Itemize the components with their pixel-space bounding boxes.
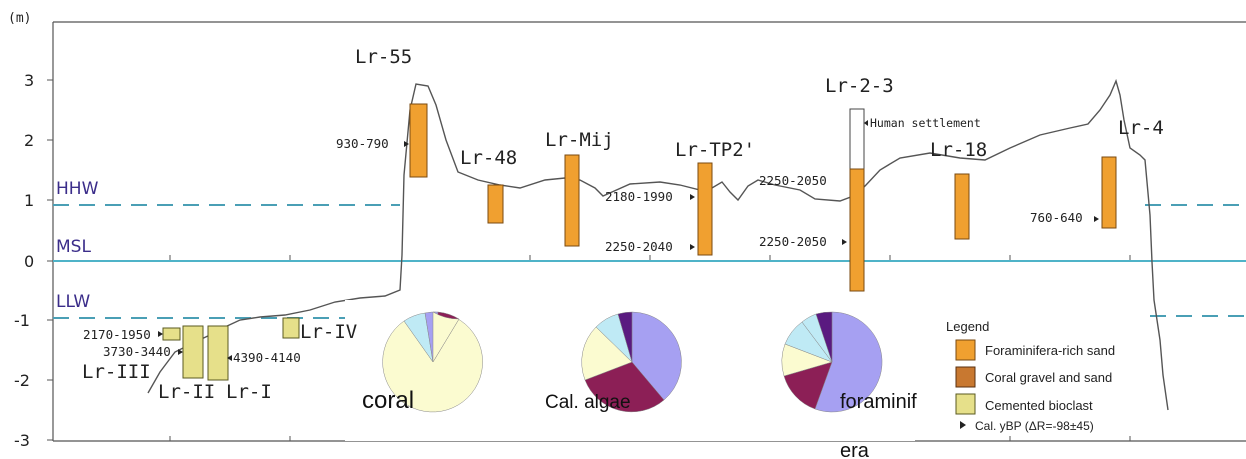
age-marker-icon [690, 194, 695, 200]
core-lr-48 [487, 184, 504, 224]
core-lr-18 [954, 173, 970, 240]
core-lr-ii [182, 325, 204, 379]
pie-label-coral: coral [362, 387, 414, 414]
age-marker-icon [690, 244, 695, 250]
core-lr-4 [1101, 156, 1117, 229]
age-marker-icon [178, 349, 183, 355]
pie-label-foraminifera-2: era [840, 440, 870, 459]
legend-swatch-foraminifera [955, 339, 976, 361]
pie-slice [631, 311, 682, 401]
core-label-lr-i: Lr-I [226, 381, 272, 403]
age-label: 2180-1990 [605, 189, 673, 204]
msl-label: MSL [56, 237, 91, 257]
legend-item-foraminifera: Foraminifera-rich sand [985, 343, 1115, 358]
age-marker-icon [842, 239, 847, 245]
pie-slice [581, 326, 633, 381]
y-tick-label: 3 [24, 71, 34, 90]
legend-swatch-coral-gravel [955, 366, 976, 388]
pie-slice [617, 311, 633, 363]
age-markers [158, 120, 1099, 361]
age-marker-icon [404, 141, 409, 147]
core-label-lr-4: Lr-4 [1118, 117, 1164, 139]
legend-item-cemented: Cemented bioclast [985, 398, 1093, 413]
core-lr-2-3 [849, 168, 865, 292]
pie-slice [382, 311, 483, 413]
age-marker-icon [158, 331, 163, 337]
core-label-lr-55: Lr-55 [355, 46, 412, 68]
age-label: 2250-2040 [605, 239, 673, 254]
legend-item-coral-gravel: Coral gravel and sand [985, 370, 1112, 385]
pie-slice [432, 311, 460, 363]
y-tick-label: -2 [14, 371, 30, 390]
core-lr-iv [282, 317, 300, 339]
core-lr-mij [564, 154, 580, 247]
core-label-lr-tp2: Lr-TP2' [675, 139, 755, 161]
core-label-lr-ii: Lr-II [158, 381, 215, 403]
y-unit-label: (m) [8, 11, 31, 26]
y-tick-label: -3 [14, 431, 30, 450]
age-label: 760-640 [1030, 210, 1083, 225]
pie-label-foraminifera-1: foraminif [840, 391, 917, 413]
y-tick-label: -1 [14, 311, 30, 330]
pie-label-cal-algae: Cal. algae [545, 392, 631, 413]
legend-title: Legend [946, 319, 989, 334]
pie-foraminifera [781, 311, 883, 413]
pie-slice [814, 311, 883, 413]
age-label: 930-790 [336, 136, 389, 151]
legend-swatch-cemented [955, 393, 976, 415]
legend: Legend Foraminifera-rich sand Coral grav… [946, 319, 1115, 433]
age-label: 2250-2050 [759, 173, 827, 188]
legend-item-cal-ybp: Cal. yBP (ΔR=-98±45) [975, 419, 1094, 433]
human-settlement-label: Human settlement [870, 116, 981, 130]
pie-slice [815, 311, 833, 363]
age-marker-icon [1094, 216, 1099, 222]
age-label: 4390-4140 [233, 350, 301, 365]
core-lr-55 [409, 103, 428, 178]
age-label: 2250-2050 [759, 234, 827, 249]
legend-marker-icon [960, 421, 966, 429]
y-tick-label: 1 [24, 191, 34, 210]
llw-label: LLW [56, 292, 90, 312]
core-lr-iii [162, 327, 181, 341]
core-label-lr-2-3: Lr-2-3 [825, 75, 894, 97]
y-ticks: 3 2 1 0 -1 -2 -3 [14, 71, 53, 450]
age-label: 3730-3440 [103, 344, 171, 359]
age-label: 2170-1950 [83, 327, 151, 342]
core-label-lr-18: Lr-18 [930, 139, 987, 161]
hhw-label: HHW [56, 179, 99, 199]
core-label-lr-48: Lr-48 [460, 147, 517, 169]
age-marker-icon [227, 355, 232, 361]
y-tick-label: 2 [24, 131, 34, 150]
core-label-lr-iv: Lr-IV [300, 321, 357, 343]
cores [162, 103, 1117, 381]
core-label-lr-iii: Lr-III [82, 361, 151, 383]
pie-coral [382, 311, 483, 413]
pie-cal-algae [581, 311, 682, 413]
core-label-lr-mij: Lr-Mij [545, 129, 614, 151]
pie-slice [584, 361, 665, 413]
y-tick-label: 0 [24, 252, 34, 271]
core-lr-i [207, 325, 229, 381]
core-lr-tp2 [697, 162, 713, 256]
core-lr-2-3-settlement [849, 108, 865, 170]
age-marker-icon [864, 120, 868, 126]
